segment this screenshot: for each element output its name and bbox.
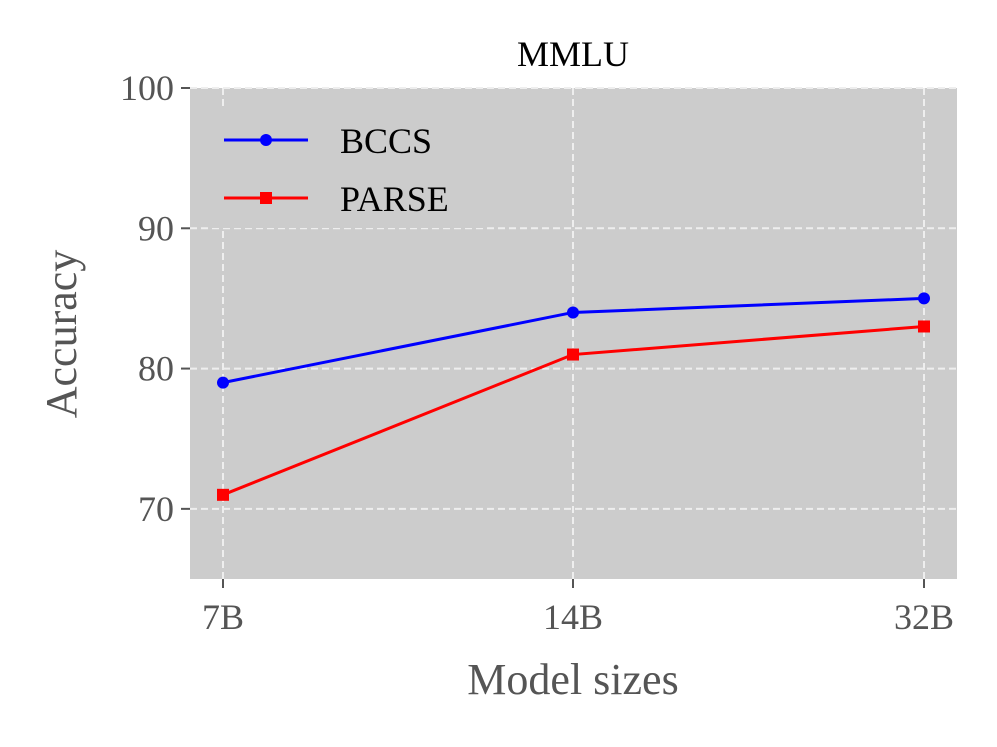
data-point-bccs: [918, 292, 930, 305]
data-point-parse: [217, 488, 229, 501]
chart-title: MMLU: [517, 34, 629, 74]
y-tick-label: 100: [120, 68, 174, 108]
y-tick-label: 70: [138, 489, 174, 529]
x-tick-label: 32B: [894, 597, 954, 637]
data-point-parse: [918, 320, 930, 333]
y-tick-label: 90: [138, 208, 174, 248]
legend-marker-bccs: [260, 134, 272, 146]
axis-ticks: 70 80 90 100 7B 14B 32B: [120, 68, 954, 637]
legend-label-bccs: BCCS: [340, 121, 432, 161]
x-tick-label: 7B: [202, 597, 244, 637]
series-layer: [217, 292, 930, 501]
x-axis-label: Model sizes: [467, 655, 678, 704]
data-point-parse: [567, 348, 579, 361]
x-tick-label: 14B: [543, 597, 603, 637]
data-point-bccs: [567, 306, 579, 319]
grid: [190, 87, 957, 579]
legend: BCCS PARSE: [208, 108, 483, 228]
y-tick-label: 80: [138, 349, 174, 389]
legend-box: [208, 108, 483, 228]
legend-label-parse: PARSE: [340, 179, 449, 219]
y-axis-label: Accuracy: [37, 250, 86, 419]
legend-marker-parse: [260, 192, 272, 204]
data-point-bccs: [217, 376, 229, 389]
